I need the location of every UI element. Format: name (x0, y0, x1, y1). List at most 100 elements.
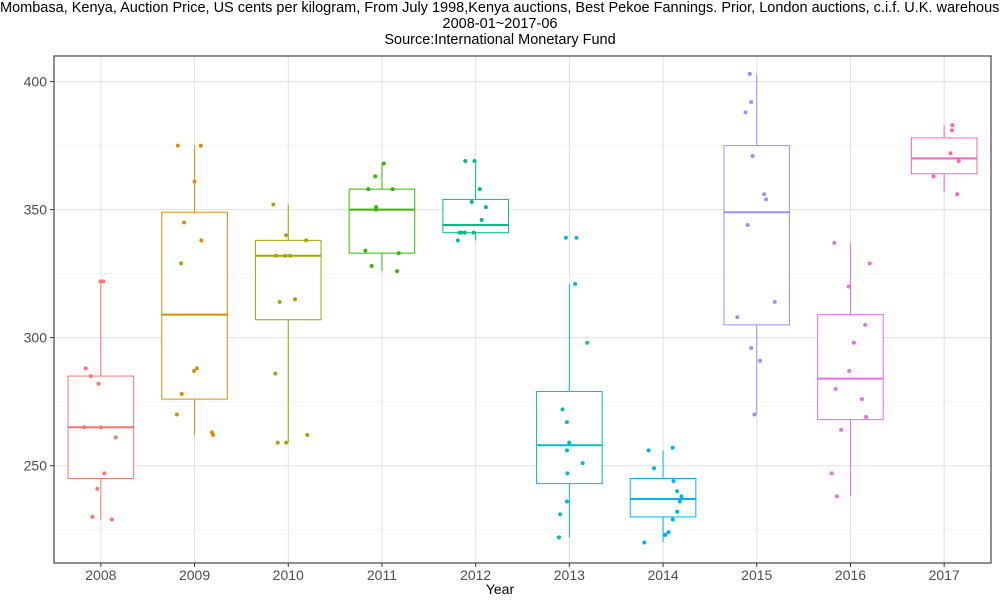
y-tick-label: 350 (24, 202, 48, 218)
data-point-2014 (646, 448, 651, 453)
data-point-2010 (304, 238, 309, 243)
x-tick-label: 2012 (460, 567, 491, 583)
data-point-2011 (395, 269, 400, 274)
data-point-2009 (175, 143, 180, 148)
data-point-2012 (469, 199, 474, 204)
data-point-2008 (96, 381, 101, 386)
data-point-2009 (199, 238, 204, 243)
x-tick-label: 2013 (554, 567, 585, 583)
data-point-2013 (585, 340, 590, 345)
data-point-2017 (949, 128, 954, 133)
data-point-2013 (556, 535, 561, 540)
data-point-2008 (88, 374, 93, 379)
x-axis-label: Year (485, 581, 515, 597)
data-point-2014 (675, 509, 680, 514)
data-point-2017 (950, 123, 955, 128)
data-point-2009 (179, 261, 184, 266)
data-point-2010 (284, 440, 289, 445)
data-point-2009 (194, 366, 199, 371)
box-2013 (536, 390, 603, 485)
chart-source: Source:International Monetary Fund (384, 32, 616, 48)
data-point-2014 (652, 466, 657, 471)
data-point-2011 (369, 263, 374, 268)
data-point-2009 (182, 220, 187, 225)
data-point-2015 (749, 100, 754, 105)
data-point-2010 (273, 371, 278, 376)
data-point-2013 (580, 461, 585, 466)
data-point-2016 (859, 397, 864, 402)
x-tick-label: 2017 (929, 567, 960, 583)
data-point-2009 (198, 143, 203, 148)
data-point-2016 (846, 284, 851, 289)
data-point-2009 (174, 412, 179, 417)
data-point-2012 (462, 230, 467, 235)
data-point-2013 (560, 407, 565, 412)
box-2016 (817, 314, 884, 421)
data-point-2012 (471, 230, 476, 235)
data-point-2010 (288, 253, 293, 258)
data-point-2016 (832, 240, 837, 245)
y-tick-label: 250 (24, 458, 48, 474)
data-point-2010 (274, 253, 279, 258)
data-point-2008 (98, 279, 103, 284)
data-point-2014 (677, 499, 682, 504)
plot-border (53, 55, 992, 564)
data-point-2008 (90, 514, 95, 519)
data-point-2008 (82, 425, 87, 430)
box-2012 (442, 198, 509, 234)
data-point-2014 (666, 530, 671, 535)
data-point-2014 (670, 445, 675, 450)
data-point-2009 (192, 179, 197, 184)
box-2010 (254, 239, 322, 321)
data-point-2009 (192, 368, 197, 373)
x-tick-label: 2011 (367, 567, 397, 583)
data-point-2012 (457, 230, 462, 235)
data-point-2017 (948, 151, 953, 156)
data-point-2013 (567, 440, 572, 445)
x-tick-label: 2010 (273, 567, 304, 583)
chart-title: Mombasa, Kenya, Auction Price, US cents … (0, 0, 1000, 16)
data-point-2008 (109, 517, 114, 522)
y-tick-label: 300 (24, 330, 48, 346)
data-point-2011 (373, 174, 378, 179)
data-point-2009 (179, 392, 184, 396)
data-point-2016 (864, 415, 869, 420)
data-point-2008 (101, 279, 106, 284)
data-point-2014 (663, 532, 668, 537)
data-point-2015 (750, 153, 755, 158)
data-point-2010 (271, 202, 276, 207)
x-tick-label: 2016 (835, 567, 866, 583)
box-2015 (723, 145, 791, 326)
data-point-2017 (955, 192, 960, 197)
data-point-2015 (758, 358, 763, 363)
data-point-2011 (381, 161, 386, 166)
data-point-2015 (747, 71, 752, 76)
data-point-2010 (275, 440, 280, 445)
data-point-2014 (671, 479, 676, 484)
data-point-2016 (851, 340, 856, 345)
data-point-2013 (573, 281, 578, 286)
data-point-2016 (867, 261, 872, 266)
box-2009 (161, 211, 228, 400)
data-point-2010 (277, 299, 282, 304)
data-point-2011 (396, 251, 401, 256)
data-point-2016 (847, 368, 852, 373)
data-point-2015 (764, 197, 769, 202)
data-point-2010 (293, 297, 298, 302)
data-point-2015 (749, 345, 754, 350)
data-point-2008 (99, 425, 104, 430)
data-point-2015 (772, 299, 777, 304)
data-point-2015 (745, 223, 750, 227)
data-point-2014 (679, 494, 684, 499)
data-point-2008 (95, 486, 100, 491)
box-2017 (910, 137, 978, 175)
data-point-2010 (284, 233, 289, 238)
data-point-2013 (558, 512, 563, 517)
data-point-2011 (374, 207, 379, 212)
data-point-2015 (743, 110, 748, 115)
data-point-2012 (472, 158, 477, 163)
data-point-2012 (463, 158, 468, 163)
x-tick-label: 2009 (179, 567, 210, 583)
data-point-2014 (670, 517, 675, 522)
data-point-2011 (363, 248, 368, 253)
